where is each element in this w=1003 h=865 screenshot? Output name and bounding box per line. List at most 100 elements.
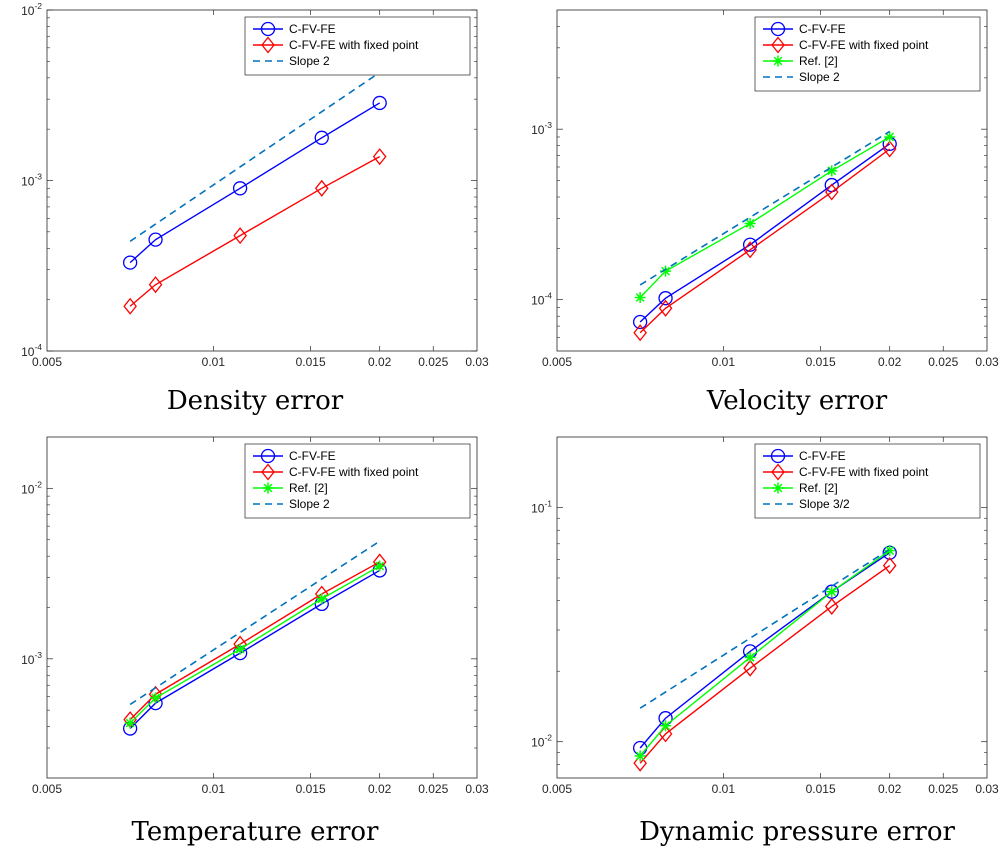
x-tick-label: 0.03: [975, 782, 999, 796]
marker-circle: [148, 232, 163, 247]
legend-label: Slope 2: [799, 70, 840, 84]
marker-diamond: [824, 183, 839, 201]
marker-asterisk: [634, 750, 646, 762]
y-tick-label: 10-1: [531, 499, 552, 516]
legend-box: [244, 16, 471, 76]
x-tick-label: 0.025: [928, 355, 958, 369]
marker-diamond: [261, 463, 275, 481]
series-ref-2: [634, 131, 896, 303]
legend-label: C-FV-FE with fixed point: [289, 38, 419, 52]
x-tick-label: 0.015: [296, 782, 326, 796]
y-tick-label: 10-3: [21, 650, 42, 667]
marker-circle: [232, 181, 248, 196]
marker-asterisk: [262, 482, 274, 494]
legend-box: [754, 16, 981, 92]
marker-asterisk: [234, 643, 246, 655]
marker-diamond: [633, 754, 647, 772]
x-tick-label: 0.025: [418, 355, 448, 369]
marker-circle: [658, 291, 673, 306]
marker-asterisk: [660, 720, 672, 732]
legend: C-FV-FE C-FV-FE with fixed point Slope 2: [244, 16, 471, 76]
x-tick-label: 0.015: [806, 782, 836, 796]
legend-label: Slope 3/2: [799, 497, 850, 511]
marker-circle: [632, 314, 648, 330]
marker-asterisk: [374, 560, 386, 572]
x-tick-label: 0.025: [928, 782, 958, 796]
legend-label: Ref. [2]: [799, 481, 838, 495]
series-line: [639, 130, 891, 286]
legend-box: [754, 443, 981, 519]
y-tick-label: 10-2: [21, 479, 42, 496]
marker-diamond: [743, 241, 757, 259]
series-line: [129, 102, 381, 264]
series-line: [639, 148, 891, 334]
x-tick-label: 0.01: [712, 782, 736, 796]
x-tick-label: 0.02: [878, 782, 902, 796]
chart-caption: Dynamic pressure error: [639, 817, 955, 847]
series-slope-2: [129, 71, 381, 242]
legend: C-FV-FE C-FV-FE with fixed point Ref. [2] S…: [244, 443, 471, 519]
x-tick-label: 0.005: [32, 782, 62, 796]
marker-diamond: [882, 140, 897, 158]
y-tick-label: 10-2: [21, 1, 42, 18]
marker-asterisk: [772, 55, 784, 67]
chart-panel-2: 0.005 0.01 0.015 0.02 0.025 0.03 10-4 10-3 C-FV-…: [531, 9, 999, 416]
marker-diamond: [743, 659, 757, 677]
chart-panel-4: 0.005 0.01 0.015 0.02 0.025 0.03 10-2 10-1 C-FV-…: [531, 436, 999, 847]
x-tick-label: 0.03: [975, 355, 999, 369]
marker-circle: [314, 130, 329, 145]
marker-asterisk: [884, 545, 896, 557]
series-slope-2: [129, 540, 381, 706]
series-ref-2: [124, 560, 386, 729]
x-tick-label: 0.005: [542, 782, 572, 796]
y-tick-label: 10-3: [21, 172, 42, 189]
x-tick-label: 0.005: [542, 355, 572, 369]
chart-caption: Temperature error: [132, 817, 379, 847]
marker-asterisk: [634, 291, 646, 303]
chart-caption: Density error: [167, 386, 344, 416]
legend-label: C-FV-FE with fixed point: [289, 465, 419, 479]
y-tick-label: 10-2: [531, 733, 552, 750]
legend-label: C-FV-FE: [799, 449, 846, 463]
x-tick-label: 0.005: [32, 355, 62, 369]
legend-label: C-FV-FE with fixed point: [799, 38, 929, 52]
x-tick-label: 0.025: [418, 782, 448, 796]
marker-diamond: [882, 557, 897, 575]
legend-label: C-FV-FE with fixed point: [799, 465, 929, 479]
marker-asterisk: [884, 131, 896, 143]
marker-diamond: [658, 299, 673, 317]
x-tick-label: 0.015: [296, 355, 326, 369]
chart-caption: Velocity error: [706, 386, 888, 416]
x-tick-label: 0.02: [368, 355, 392, 369]
legend: C-FV-FE C-FV-FE with fixed point Ref. [2] S…: [754, 443, 981, 519]
legend-label: C-FV-FE: [799, 22, 846, 36]
marker-asterisk: [744, 651, 756, 663]
x-tick-label: 0.03: [465, 782, 489, 796]
legend-label: C-FV-FE: [289, 449, 336, 463]
marker-circle: [260, 448, 276, 464]
marker-diamond: [633, 324, 647, 342]
series-line: [129, 71, 381, 242]
series-line: [639, 143, 891, 323]
series-c-fv-fe-with-fixed-point: [123, 148, 387, 315]
series-line: [129, 156, 381, 307]
y-tick-label: 10-3: [531, 120, 552, 137]
x-tick-label: 0.03: [465, 355, 489, 369]
marker-asterisk: [772, 482, 784, 494]
marker-asterisk: [150, 692, 162, 704]
marker-diamond: [824, 597, 839, 616]
x-tick-label: 0.02: [368, 782, 392, 796]
marker-circle: [372, 95, 387, 111]
x-tick-label: 0.01: [202, 355, 226, 369]
marker-asterisk: [124, 717, 136, 729]
x-tick-label: 0.01: [712, 355, 736, 369]
legend-box: [244, 443, 471, 519]
y-tick-label: 10-4: [21, 342, 42, 359]
series-ref-2: [634, 545, 896, 762]
chart-panel-3: 0.005 0.01 0.015 0.02 0.025 0.03 10-3 10-2 C-FV-…: [21, 436, 489, 847]
marker-diamond: [148, 276, 163, 294]
marker-diamond: [123, 297, 137, 315]
series-line: [639, 548, 891, 709]
marker-diamond: [261, 36, 275, 54]
